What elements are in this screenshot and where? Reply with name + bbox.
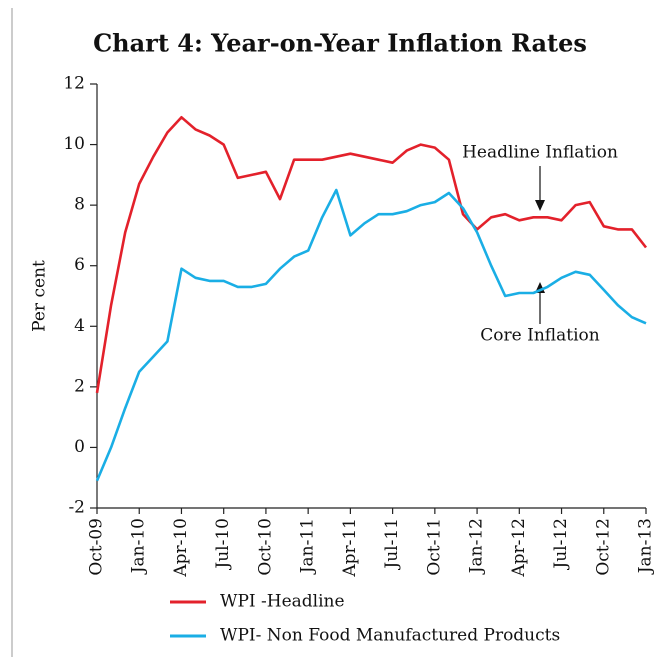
y-tick-label: 6: [74, 255, 85, 275]
x-tick-label: Jan-13: [636, 518, 656, 575]
x-tick-label: Oct-11: [424, 518, 444, 576]
chart-title: Chart 4: Year-on-Year Inflation Rates: [93, 29, 587, 58]
legend-label: WPI- Non Food Manufactured Products: [220, 626, 560, 646]
annotation-arrowhead: [535, 200, 545, 211]
y-tick-label: -2: [68, 498, 85, 518]
y-tick-label: 10: [63, 134, 85, 154]
x-tick-label: Jul-10: [213, 518, 233, 571]
y-tick-label: 4: [74, 316, 85, 336]
series-line: [95, 188, 647, 482]
annotation: Core Inflation: [480, 326, 599, 346]
x-tick-label: Oct-10: [255, 518, 275, 576]
series-line: [95, 116, 648, 394]
y-tick-label: 12: [63, 74, 85, 94]
x-tick-label: Jul-11: [382, 518, 402, 571]
y-tick-label: 8: [74, 195, 85, 215]
x-tick-label: Apr-10: [171, 518, 191, 578]
y-tick-label: 0: [74, 437, 85, 457]
x-tick-label: Jan-12: [467, 518, 487, 575]
x-tick-label: Jul-12: [551, 518, 571, 571]
x-tick-label: Oct-12: [593, 518, 613, 576]
y-axis-label: Per cent: [30, 260, 50, 332]
annotation: Headline Inflation: [462, 143, 618, 163]
x-tick-label: Oct-09: [87, 518, 107, 576]
x-tick-label: Jan-11: [298, 518, 318, 575]
y-tick-label: 2: [74, 376, 85, 396]
x-tick-label: Jan-10: [129, 518, 149, 575]
x-tick-label: Apr-12: [509, 518, 529, 578]
x-tick-label: Apr-11: [340, 518, 360, 578]
legend-label: WPI -Headline: [220, 592, 345, 612]
